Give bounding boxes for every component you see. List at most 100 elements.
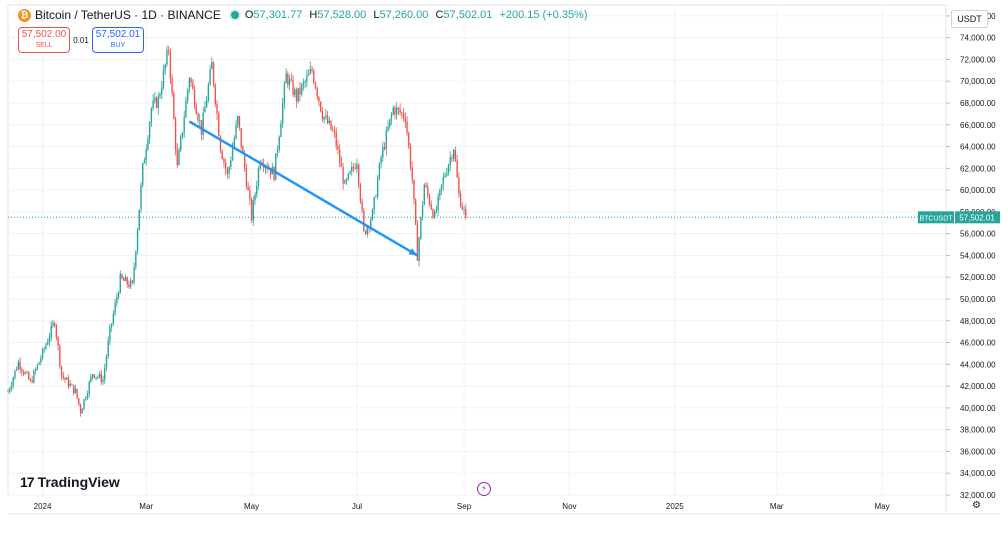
candle-body bbox=[133, 267, 135, 283]
candle-body bbox=[78, 398, 80, 405]
candle-body bbox=[433, 211, 436, 218]
y-tick-label: 62,000.00 bbox=[960, 164, 996, 173]
candle-body bbox=[167, 50, 170, 52]
x-tick-label: Jul bbox=[352, 502, 362, 511]
plot-frame bbox=[7, 4, 947, 496]
candle-body bbox=[223, 159, 225, 163]
candle-body bbox=[150, 108, 153, 123]
candle-body bbox=[404, 117, 407, 122]
candle-body bbox=[425, 184, 427, 187]
candle-body bbox=[228, 166, 230, 174]
candle-body bbox=[316, 88, 318, 97]
candle-body bbox=[36, 364, 39, 370]
candle-body bbox=[233, 138, 235, 149]
y-tick-label: 74,000.00 bbox=[960, 34, 996, 43]
candle-body bbox=[138, 209, 140, 231]
candle-body bbox=[288, 79, 291, 85]
candle-body bbox=[230, 160, 232, 167]
x-tick-label: May bbox=[875, 502, 890, 511]
candle-body bbox=[204, 107, 206, 113]
candle-body bbox=[413, 179, 415, 200]
candle-body bbox=[166, 50, 168, 65]
candle-body bbox=[444, 175, 446, 177]
candle-body bbox=[283, 83, 286, 103]
candle-body bbox=[205, 100, 208, 108]
candle-body bbox=[145, 149, 147, 161]
candle-body bbox=[147, 138, 149, 150]
candle-body bbox=[124, 277, 127, 281]
candle-body bbox=[373, 196, 375, 210]
candle-body bbox=[193, 89, 196, 107]
y-tick-label: 42,000.00 bbox=[960, 382, 996, 391]
candle-body bbox=[159, 94, 161, 97]
candle-body bbox=[337, 146, 339, 150]
candle-body bbox=[347, 173, 350, 180]
sell-label: SELL bbox=[35, 42, 53, 49]
candle-body bbox=[257, 168, 260, 186]
bolt-icon[interactable]: ⚡ bbox=[477, 482, 491, 496]
candle-body bbox=[247, 186, 249, 191]
x-tick-label: 2024 bbox=[34, 502, 52, 511]
close-value: 57,502.01 bbox=[443, 9, 493, 21]
last-price-label: 57,502.01 bbox=[959, 213, 995, 222]
candle-body bbox=[351, 166, 353, 172]
tradingview-logo-icon: 17 bbox=[20, 474, 35, 490]
candle-body bbox=[297, 88, 299, 102]
candle-body bbox=[79, 404, 82, 414]
candle-body bbox=[421, 204, 424, 217]
candle-body bbox=[290, 79, 293, 81]
buy-button[interactable]: 57,502.01 BUY bbox=[92, 27, 144, 53]
candle-body bbox=[395, 107, 398, 115]
candle-body bbox=[72, 384, 75, 394]
candle-body bbox=[76, 388, 78, 399]
candle-body bbox=[394, 107, 396, 115]
candle-body bbox=[152, 100, 154, 109]
chart-header: ₿ Bitcoin / TetherUS · 1D · BINANCE O57,… bbox=[18, 8, 592, 22]
candle-body bbox=[121, 274, 123, 279]
candle-body bbox=[57, 337, 59, 346]
candle-body bbox=[183, 117, 185, 133]
y-tick-label: 52,000.00 bbox=[960, 273, 996, 282]
candle-body bbox=[416, 224, 419, 261]
y-tick-label: 36,000.00 bbox=[960, 447, 996, 456]
candle-body bbox=[302, 82, 305, 85]
candle-body bbox=[176, 149, 178, 166]
candle-body bbox=[7, 391, 9, 393]
candle-body bbox=[209, 69, 211, 85]
candle-body bbox=[326, 115, 329, 124]
candle-body bbox=[409, 146, 412, 168]
candle-body bbox=[107, 340, 109, 357]
candle-body bbox=[449, 157, 451, 165]
candle-body bbox=[463, 209, 465, 210]
sell-button[interactable]: 57,502.00 SELL bbox=[18, 27, 70, 53]
y-tick-label: 66,000.00 bbox=[960, 121, 996, 130]
y-tick-label: 70,000.00 bbox=[960, 77, 996, 86]
trend-arrow-head bbox=[408, 248, 418, 256]
candle-body bbox=[74, 388, 77, 394]
open-value: 57,301.77 bbox=[253, 9, 303, 21]
candle-body bbox=[64, 377, 66, 380]
candle-body bbox=[69, 384, 71, 387]
settings-gear-icon[interactable]: ⚙ bbox=[972, 500, 981, 511]
candle-body bbox=[45, 344, 47, 349]
candle-body bbox=[155, 97, 158, 108]
candle-body bbox=[119, 274, 121, 293]
symbol-title[interactable]: Bitcoin / TetherUS · 1D · BINANCE bbox=[35, 8, 221, 22]
candle-body bbox=[90, 376, 92, 382]
candle-body bbox=[461, 206, 464, 210]
ohlc-readout: O57,301.77 H57,528.00 L57,260.00 C57,502… bbox=[245, 9, 592, 21]
candle-body bbox=[321, 111, 324, 120]
candle-body bbox=[330, 120, 332, 130]
candle-body bbox=[292, 79, 294, 95]
candle-body bbox=[281, 102, 284, 124]
candle-body bbox=[60, 366, 63, 376]
high-value: 57,528.00 bbox=[317, 9, 367, 21]
bitcoin-icon: ₿ bbox=[18, 8, 31, 22]
candle-body bbox=[216, 103, 218, 114]
candle-body bbox=[325, 115, 327, 117]
candle-body bbox=[439, 189, 441, 197]
candle-body bbox=[345, 179, 348, 181]
currency-selector[interactable]: USDT bbox=[951, 10, 988, 28]
candle-body bbox=[31, 380, 33, 383]
